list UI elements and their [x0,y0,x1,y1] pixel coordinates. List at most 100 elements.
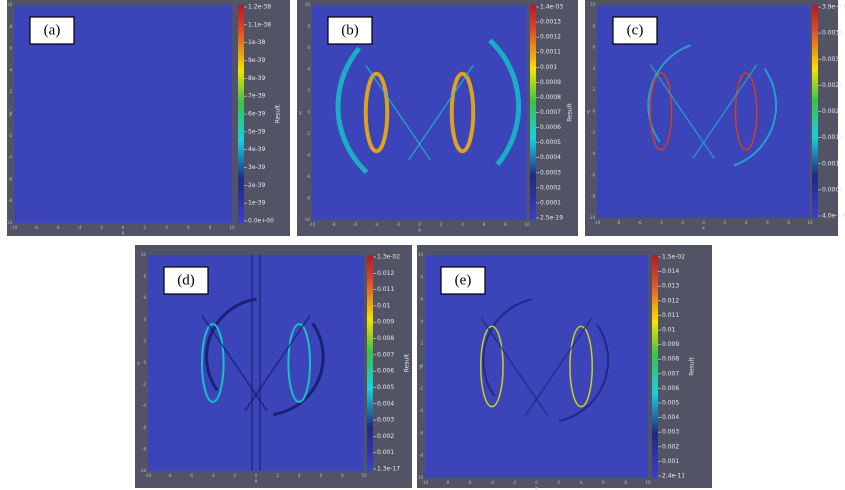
colorbar-title: Result [689,357,696,376]
colorbar-tick-label: 1e-38 [248,39,265,46]
x-tick-label: -2 [680,220,684,225]
colorbar-tick-label: 0.0005 [540,139,561,146]
colorbar-tick-label: 0.01 [377,302,391,309]
x-tick-label: 2 [558,480,561,485]
colorbar-tick-label: 0.011 [662,312,679,319]
colorbar-tick-label: 6e-39 [248,111,265,118]
panel-label: (c) [627,22,644,38]
x-axis-label: x [535,486,538,490]
colorbar-tick-label: 2.5e-19 [540,215,563,222]
y-tick-label: -10 [303,217,310,222]
colorbar-tick-label: 1.1e-38 [248,21,271,28]
colorbar-tick-label: 0.0e+00 [248,218,274,225]
x-tick-label: 6 [320,473,323,478]
colorbar-tick-label: 0.004 [377,400,394,407]
y-tick-label: -6 [306,174,310,179]
y-tick-label: -4 [419,408,423,413]
y-axis-label: y [419,364,422,370]
x-tick-label: -6 [638,220,642,225]
x-tick-label: 8 [624,480,627,485]
colorbar-tick-label: 1e-39 [248,200,265,207]
x-tick-label: 6 [766,220,769,225]
x-tick-label: -4 [659,220,663,225]
y-tick-label: 10 [7,2,13,7]
colorbar-tick-label: 0.001 [822,160,839,167]
colorbar-tick-label: 4.0e-19 [822,213,845,220]
x-tick-label: 4 [461,222,464,227]
colorbar-tick-label: 0.003 [662,429,679,436]
y-tick-label: -2 [591,130,595,135]
y-tick-label: -10 [416,475,423,480]
y-tick-label: -8 [306,196,310,201]
x-tick-label: -8 [332,222,336,227]
colorbar-tick-label: 0.009 [377,319,394,326]
x-tick-label: -6 [56,225,60,230]
colorbar-tick-label: 1.3e-02 [377,254,400,261]
y-tick-label: -8 [419,453,423,458]
colorbar-tick-label: 0.012 [662,297,679,304]
colorbar-tick-label: 9e-39 [248,57,265,64]
colorbar-tick-label: 5e-39 [248,128,265,135]
colorbar-tick-label: 0.0011 [540,49,561,56]
y-tick-label: -6 [419,430,423,435]
x-tick-label: -2 [232,473,236,478]
x-tick-label: -2 [99,225,103,230]
x-tick-label: -4 [77,225,81,230]
colorbar [367,255,373,471]
x-tick-label: -8 [168,473,172,478]
x-tick-label: -2 [512,480,516,485]
x-tick-label: 0 [122,225,125,230]
figure: -10 -8 -6 -4 -2 0 2 4 6 8 10 10 8 6 4 2 0 -2 -4 -6 -8 -10 x y 1.… [0,0,845,490]
colorbar-tick-label: 0.0008 [540,94,561,101]
y-tick-label: -10 [139,468,146,473]
y-tick-label: -4 [306,153,310,158]
x-tick-label: 6 [602,480,605,485]
x-tick-label: 0 [255,473,258,478]
panel-label: (d) [177,272,195,288]
colorbar-tick-label: 1.2e-38 [248,4,271,11]
x-tick-label: 8 [341,473,344,478]
y-tick-label: -8 [8,198,12,203]
colorbar-tick-label: 0.014 [662,268,679,275]
x-tick-label: 10 [524,222,530,227]
y-tick-label: -10 [5,220,12,225]
colorbar-title: Result [275,104,282,123]
x-tick-label: 2 [724,220,727,225]
colorbar-tick-label: 0.002 [822,108,839,115]
colorbar-tick-label: 8e-39 [248,75,265,82]
x-tick-label: 4 [298,473,301,478]
x-tick-label: 10 [807,220,813,225]
colorbar [652,255,658,478]
colorbar-tick-label: 4e-39 [248,146,265,153]
colorbar-tick-label: 0.0004 [540,154,561,161]
colorbar-tick-label: 0.003 [377,417,394,424]
colorbar [812,5,818,218]
x-tick-label: 0 [418,222,421,227]
y-tick-label: -4 [142,403,146,408]
x-tick-label: -10 [422,480,429,485]
colorbar-tick-label: 0.004 [662,414,679,421]
colorbar-tick-label: 0.0003 [540,169,561,176]
y-tick-label: 10 [141,252,147,257]
y-tick-label: -2 [419,386,423,391]
colorbar-tick-label: 0.008 [377,335,394,342]
x-tick-label: -8 [445,480,449,485]
colorbar-tick-label: 0.007 [662,370,679,377]
y-tick-label: -2 [8,133,12,138]
x-tick-label: 8 [209,225,212,230]
y-tick-label: -2 [142,382,146,387]
y-tick-label: 10 [590,2,596,7]
x-tick-label: 0 [702,220,705,225]
x-tick-label: -6 [189,473,193,478]
x-tick-label: -4 [211,473,215,478]
colorbar-tick-label: 0.001 [540,64,557,71]
colorbar-tick-label: 0.002 [377,433,394,440]
colorbar-tick-label: 0.0009 [540,79,561,86]
colorbar-tick-label: 0.0007 [540,109,561,116]
x-tick-label: 6 [483,222,486,227]
y-tick-label: -6 [591,172,595,177]
x-axis-label: x [255,479,258,485]
y-tick-label: 10 [305,2,311,7]
x-tick-label: 8 [787,220,790,225]
panel: -10-8-6-4-202468101086420-2-4-6-8-10xy1.… [135,245,412,488]
